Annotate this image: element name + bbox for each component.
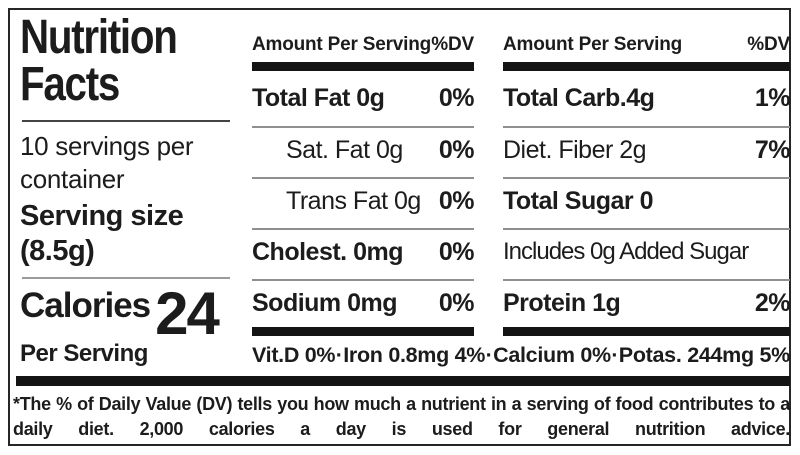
nutrient-dv: 0%	[438, 289, 475, 317]
amount-per-serving-label: Amount Per Serving	[503, 34, 683, 55]
nutrient-dv: 7%	[754, 136, 791, 164]
nutrient-row-cholesterol: Cholest. 0mg 0%	[252, 238, 475, 267]
nutrient-dv: 2%	[754, 289, 791, 317]
nutrient-name: Protein 1g	[503, 289, 621, 317]
label-title-line1: Nutrition	[20, 11, 178, 64]
micronutrient-iron: Iron 0.8mg 4%	[343, 343, 486, 367]
nutrient-row-trans-fat: Trans Fat 0g 0%	[252, 187, 475, 216]
nutrient-name: Trans Fat 0g	[286, 187, 421, 215]
micronutrient-calcium: Calcium 0%	[493, 343, 611, 367]
row-divider	[252, 279, 474, 281]
column-header: Amount Per Serving %DV	[252, 34, 474, 56]
calories-row: Calories 24	[20, 280, 220, 347]
nutrient-dv: 0%	[438, 136, 475, 164]
nutrient-row-dietary-fiber: Diet. Fiber 2g 7%	[503, 136, 791, 165]
percent-dv-label: %DV	[747, 34, 790, 55]
nutrient-name: Cholest. 0mg	[252, 238, 403, 266]
row-divider	[252, 177, 474, 179]
nutrient-row-sodium: Sodium 0mg 0%	[252, 289, 475, 318]
row-divider	[503, 279, 790, 281]
nutrient-name: Diet. Fiber 2g	[503, 136, 647, 164]
micronutrients-row: Vit.D 0% · Iron 0.8mg 4% · Calcium 0% · …	[252, 343, 790, 368]
daily-value-footnote: *The % of Daily Value (DV) tells you how…	[13, 394, 790, 439]
row-divider	[503, 177, 790, 179]
calories-subtitle: Per Serving	[20, 340, 148, 367]
nutrient-row-added-sugar: Includes 0g Added Sugar	[503, 238, 790, 266]
dot-separator: ·	[335, 343, 343, 367]
servings-per-container: 10 servings per container	[20, 131, 194, 194]
nutrient-name: Includes 0g Added Sugar	[503, 238, 749, 265]
amount-per-serving-label: Amount Per Serving	[252, 34, 432, 55]
nutrient-column-left: Amount Per Serving %DV Total Fat 0g 0% S…	[252, 0, 475, 455]
serving-size-label: Serving size	[20, 200, 184, 232]
nutrient-dv: 0%	[438, 238, 475, 266]
micronutrient-vitamin-d: Vit.D 0%	[252, 343, 336, 367]
nutrient-dv: 1%	[754, 84, 791, 112]
nutrient-dv: 0%	[438, 187, 475, 215]
micronutrient-potassium: Potas. 244mg 5%	[618, 343, 790, 367]
header-bar	[252, 62, 474, 71]
calories-label: Calories	[20, 286, 151, 325]
label-border	[8, 8, 791, 446]
dot-separator: ·	[611, 343, 619, 367]
serving-size: Serving size (8.5g)	[20, 199, 184, 269]
calories-value: 24	[155, 280, 220, 347]
label-title: Nutrition Facts	[20, 11, 178, 111]
row-divider	[252, 228, 474, 230]
calories-divider	[22, 277, 230, 279]
nutrient-row-total-carb: Total Carb.4g 1%	[503, 84, 791, 113]
column-header: Amount Per Serving %DV	[503, 34, 790, 56]
footnote-divider-bar	[16, 376, 790, 386]
nutrient-row-total-sugar: Total Sugar 0	[503, 187, 790, 216]
nutrient-dv: 0%	[438, 84, 475, 112]
label-title-line2: Facts	[20, 58, 120, 111]
nutrient-name: Total Fat 0g	[252, 84, 385, 112]
title-divider	[22, 120, 230, 122]
nutrient-name: Sat. Fat 0g	[286, 136, 403, 164]
header-bar	[503, 62, 790, 71]
row-divider	[252, 126, 474, 128]
percent-dv-label: %DV	[431, 34, 474, 55]
nutrient-column-right: Amount Per Serving %DV Total Carb.4g 1% …	[503, 0, 791, 455]
dot-separator: ·	[485, 343, 493, 367]
row-divider	[503, 228, 790, 230]
nutrient-name: Total Carb.4g	[503, 84, 655, 112]
column-bottom-bar	[252, 327, 474, 336]
row-divider	[503, 126, 790, 128]
nutrient-name: Total Sugar 0	[503, 187, 654, 215]
nutrient-row-sat-fat: Sat. Fat 0g 0%	[252, 136, 475, 165]
serving-size-value: (8.5g)	[20, 235, 95, 267]
nutrient-name: Sodium 0mg	[252, 289, 398, 317]
nutrient-row-protein: Protein 1g 2%	[503, 289, 791, 318]
column-bottom-bar	[503, 327, 790, 336]
nutrient-row-total-fat: Total Fat 0g 0%	[252, 84, 475, 113]
